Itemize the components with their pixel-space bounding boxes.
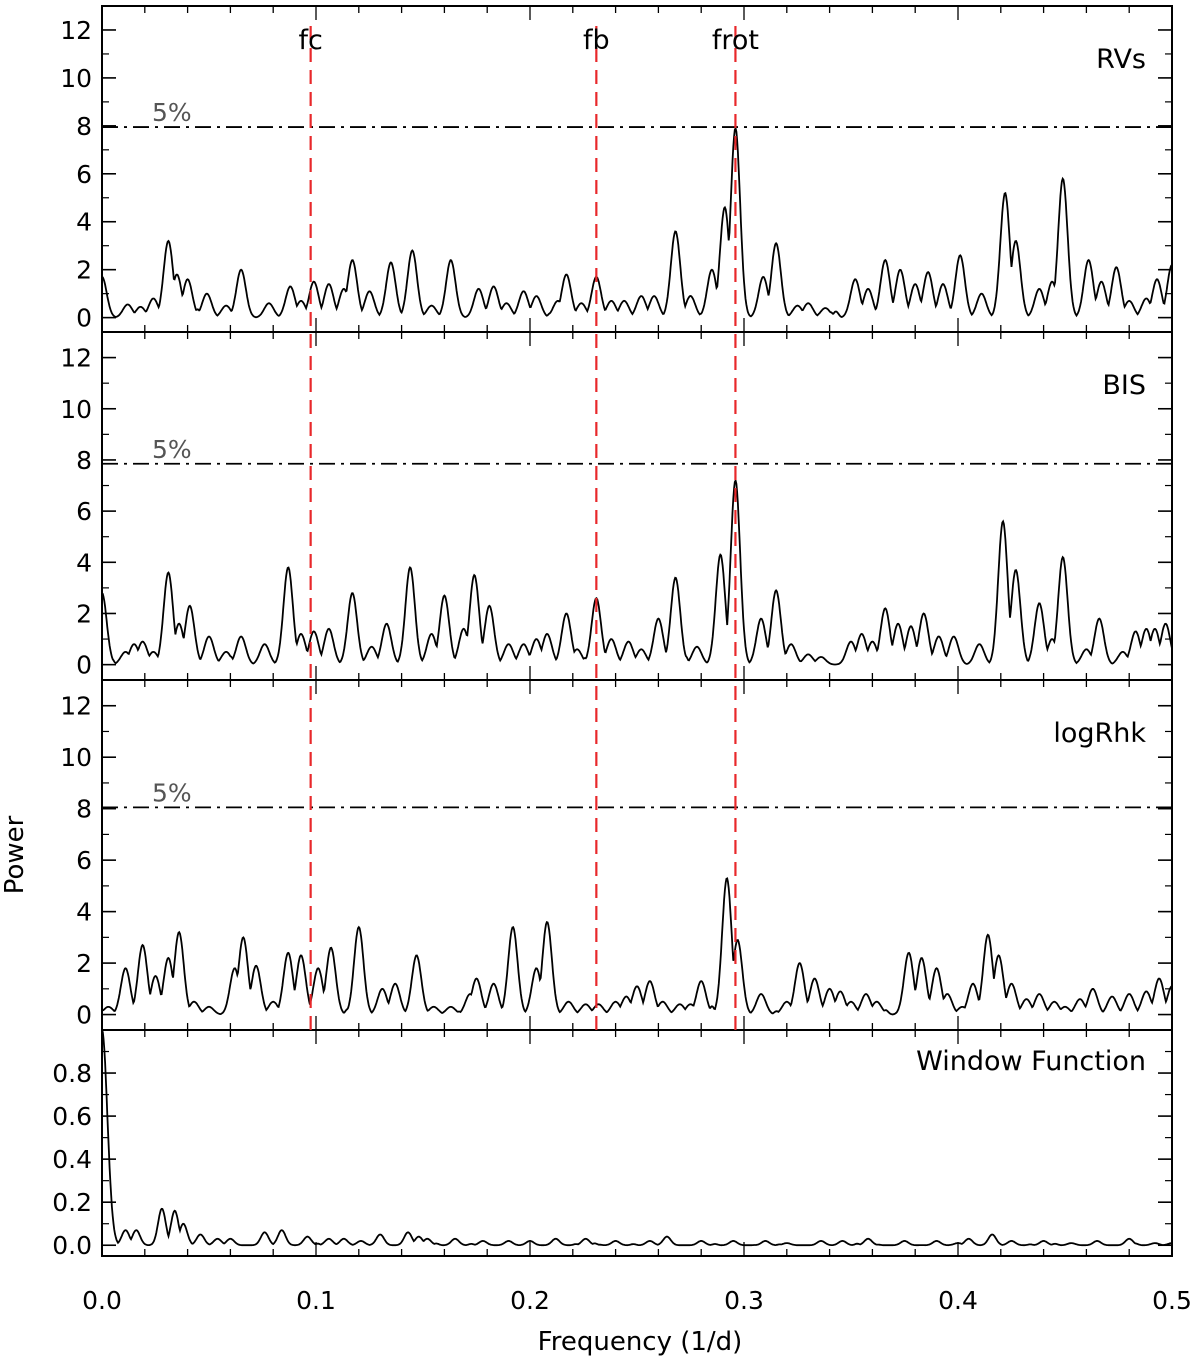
marker-label-frot: frot <box>712 25 759 56</box>
x-tick-label: 0.4 <box>938 1286 978 1315</box>
significance-label: 5% <box>152 98 192 127</box>
panel-frame <box>101 331 1173 681</box>
panel-frame <box>101 5 1173 333</box>
panel-label: logRhk <box>1053 718 1146 749</box>
y-tick-label: 12 <box>60 344 92 373</box>
x-tick-label: 0.0 <box>82 1286 122 1315</box>
y-tick-label: 0.2 <box>52 1188 92 1217</box>
panel-bis: 0 2 4 6 8 10 12 BIS 5% <box>60 331 1173 681</box>
x-tick-label: 0.5 <box>1152 1286 1192 1315</box>
x-tick-label: 0.1 <box>296 1286 336 1315</box>
y-tick-label: 12 <box>60 16 92 45</box>
y-tick-label: 0 <box>76 304 92 333</box>
y-tick-label: 10 <box>60 64 92 93</box>
y-tick-label: 8 <box>76 446 92 475</box>
y-tick-label: 10 <box>60 743 92 772</box>
y-tick-label: 12 <box>60 692 92 721</box>
y-tick-label: 0.4 <box>52 1145 92 1174</box>
panel-label: RVs <box>1096 44 1146 75</box>
y-tick-label: 10 <box>60 395 92 424</box>
y-tick-label: 2 <box>76 949 92 978</box>
significance-label: 5% <box>152 435 192 464</box>
y-axis-title: Power <box>0 815 30 894</box>
y-tick-label: 0 <box>76 1001 92 1030</box>
y-tick-label: 6 <box>76 846 92 875</box>
significance-label: 5% <box>152 778 192 807</box>
y-tick-label: 8 <box>76 795 92 824</box>
periodogram-curve <box>101 877 1173 1016</box>
marker-label-fb: fb <box>583 25 610 56</box>
x-axis-title: Frequency (1/d) <box>538 1327 743 1357</box>
y-tick-label: 4 <box>76 208 92 237</box>
panel-frame <box>101 679 1173 1031</box>
y-tick-label: 0.0 <box>52 1231 92 1260</box>
x-axis: 0.0 0.1 0.2 0.3 0.4 0.5 <box>82 1286 1192 1315</box>
periodogram-curve <box>101 477 1173 666</box>
y-tick-label: 0.6 <box>52 1102 92 1131</box>
y-tick-label: 4 <box>76 548 92 577</box>
y-tick-label: 4 <box>76 898 92 927</box>
panel-frame <box>101 1029 1173 1257</box>
panel-label: Window Function <box>916 1046 1146 1077</box>
y-tick-label: 6 <box>76 497 92 526</box>
panels-layer: 0 2 4 6 8 10 12 RVs 5% 0 2 4 6 8 10 12 BIS 5% 0 2 4 6 8 10 12 log… <box>52 5 1173 1260</box>
marker-label-fc: fc <box>298 25 322 56</box>
y-tick-label: 8 <box>76 112 92 141</box>
y-tick-label: 0 <box>76 651 92 680</box>
periodogram-curve <box>101 1029 1172 1247</box>
panel-label: BIS <box>1102 370 1146 401</box>
panel-window-function: 0.0 0.2 0.4 0.6 0.8 Window Function <box>52 1029 1173 1260</box>
y-tick-label: 0.8 <box>52 1059 92 1088</box>
x-tick-label: 0.3 <box>724 1286 764 1315</box>
y-tick-label: 2 <box>76 256 92 285</box>
periodogram-curve <box>101 125 1173 319</box>
panel-logrhk: 0 2 4 6 8 10 12 logRhk 5% <box>60 679 1173 1031</box>
y-tick-label: 2 <box>76 599 92 628</box>
y-tick-label: 6 <box>76 160 92 189</box>
markers-layer: fc fb frot <box>298 25 759 1030</box>
x-tick-label: 0.2 <box>510 1286 550 1315</box>
panel-rvs: 0 2 4 6 8 10 12 RVs 5% <box>60 5 1173 333</box>
